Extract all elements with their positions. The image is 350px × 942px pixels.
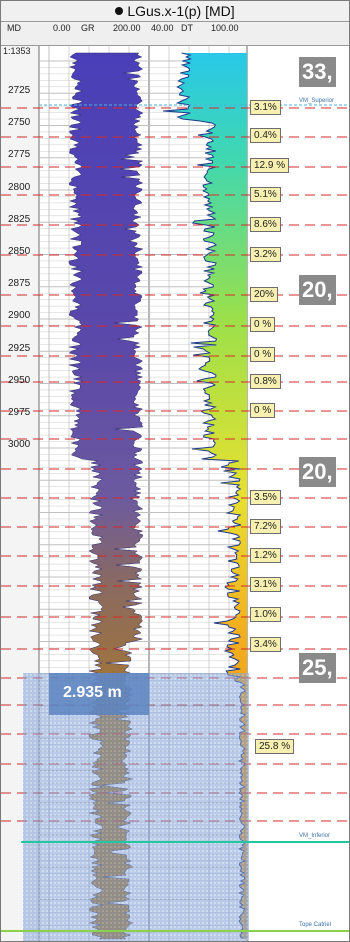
dt-name: DT	[181, 23, 193, 33]
porosity-tag[interactable]: 0.4%	[250, 128, 281, 143]
well-dot-icon	[115, 7, 124, 15]
porosity-tag[interactable]: 8.6%	[250, 217, 281, 232]
porosity-tag[interactable]: 0 %	[250, 403, 276, 418]
depth-tick-label: 2925	[8, 342, 31, 354]
selection-region	[23, 673, 249, 941]
depth-tick-label: 2800	[8, 181, 31, 193]
big-label-3: 20,	[299, 457, 336, 487]
gr-name: GR	[81, 23, 95, 33]
vm-inferior-label: VM_Inferior	[299, 833, 331, 839]
depth-tick-label: 2775	[8, 149, 31, 161]
depth-tick-label: 2825	[8, 213, 31, 225]
porosity-tag[interactable]: 7.2%	[250, 519, 281, 534]
dt-max: 100.00	[211, 23, 239, 33]
scale-label: 1:1353	[3, 46, 31, 56]
depth-tick-label: 3000	[8, 439, 31, 451]
porosity-tag[interactable]: 3.5%	[250, 490, 281, 505]
porosity-tag[interactable]: 3.4%	[250, 637, 281, 652]
porosity-tag[interactable]: 3.2%	[250, 247, 281, 262]
depth-tick-label: 2725	[8, 85, 31, 96]
tope-catriel-label: Tope Catriel	[299, 922, 332, 928]
porosity-tag[interactable]: 1.2%	[250, 548, 281, 563]
porosity-tag[interactable]: 0 %	[250, 317, 276, 332]
track-header: MD 0.00 GR 200.00 40.00 DT 100.00	[1, 22, 349, 46]
porosity-tag[interactable]: 5.1%	[250, 187, 281, 202]
depth-tick-label: 2950	[8, 374, 31, 386]
depth-tick-label: 2975	[8, 407, 31, 418]
dt-fill	[163, 53, 247, 939]
selection-depth-label: 2.935 m	[63, 684, 122, 701]
big-label-2: 20,	[299, 275, 336, 305]
selection-label-box	[49, 673, 149, 715]
big-label-4: 25,	[299, 653, 336, 683]
md-label: MD	[7, 23, 21, 33]
dt-min: 40.00	[151, 23, 174, 33]
porosity-tag[interactable]: 0.8%	[250, 374, 281, 389]
porosity-tag[interactable]: 3.1%	[250, 577, 281, 592]
porosity-tag[interactable]: 1.0%	[250, 607, 281, 622]
porosity-tag[interactable]: 0 %	[250, 347, 276, 362]
gr-min: 0.00	[53, 23, 71, 33]
porosity-tag[interactable]: 12.9 %	[250, 158, 290, 173]
depth-tick-label: 2850	[8, 246, 31, 257]
porosity-tag[interactable]: 3.1%	[250, 100, 281, 115]
big-label-1: 33,	[299, 57, 336, 87]
depth-tick-label: 2875	[8, 278, 31, 290]
window-title[interactable]: LGus.x-1(p) [MD]	[1, 1, 349, 22]
porosity-tag[interactable]: 25.8 %	[255, 739, 295, 754]
vm-superior-label: VM_Superior	[299, 98, 335, 104]
porosity-tag[interactable]: 20%	[250, 287, 279, 302]
depth-tick-label: 2750	[8, 117, 31, 129]
depth-tick-label: 2900	[8, 310, 31, 322]
gr-max: 200.00	[113, 23, 141, 33]
